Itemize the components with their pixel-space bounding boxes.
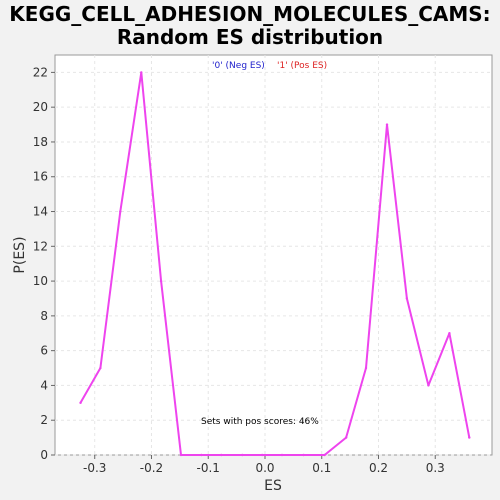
y-tick-label: 4 — [40, 378, 48, 392]
x-tick-label: 0.1 — [312, 461, 331, 475]
chart-title-line1: KEGG_CELL_ADHESION_MOLECULES_CAMS: — [9, 2, 490, 26]
axes: -0.3 -0.2 -0.1 0.0 0.1 0.2 0.3 0 2 4 6 8 10 12 14 16 18 2… — [33, 65, 445, 475]
es-data-point — [364, 366, 368, 370]
es-data-point — [344, 436, 348, 439]
es-series-line — [79, 71, 471, 456]
legend-pos-label: '1' (Pos ES) — [277, 61, 327, 71]
es-data-point — [79, 401, 82, 405]
es-data-point — [323, 453, 326, 457]
es-data-point — [280, 453, 284, 457]
x-tick-label: -0.3 — [83, 461, 106, 475]
x-tick-label: 0.0 — [255, 461, 274, 475]
es-data-point — [385, 123, 389, 126]
legend-neg-label: '0' (Neg ES) — [212, 61, 265, 71]
x-tick-label: -0.2 — [140, 461, 163, 475]
y-tick-label: 22 — [33, 65, 48, 79]
es-data-point — [140, 71, 143, 74]
es-data-point — [405, 297, 409, 300]
es-data-point — [159, 279, 163, 283]
plot-area — [54, 54, 493, 456]
y-tick-label: 16 — [33, 170, 48, 184]
es-data-point — [99, 366, 102, 370]
y-axis-label: P(ES) — [12, 236, 28, 273]
es-data-point — [260, 453, 264, 457]
es-data-point — [302, 453, 305, 457]
es-data-point — [448, 332, 451, 335]
y-tick-label: 18 — [33, 135, 48, 149]
series — [79, 71, 471, 457]
x-tick-label: -0.1 — [197, 461, 220, 475]
es-data-point — [220, 453, 223, 457]
y-tick-label: 8 — [40, 309, 48, 323]
es-data-point — [427, 384, 430, 387]
y-tick-label: 0 — [40, 448, 48, 462]
x-tick-label: 0.2 — [369, 461, 388, 475]
es-data-point — [119, 210, 122, 213]
y-tick-label: 6 — [40, 344, 48, 358]
y-tick-label: 20 — [33, 100, 48, 114]
y-tick-label: 2 — [40, 413, 48, 427]
pos-scores-annotation: Sets with pos scores: 46% — [201, 417, 319, 427]
chart-title-line2: Random ES distribution — [117, 25, 383, 49]
es-data-point — [200, 453, 203, 457]
x-axis-label: ES — [264, 478, 282, 494]
y-tick-label: 14 — [33, 205, 48, 219]
y-tick-label: 12 — [33, 239, 48, 253]
es-data-point — [241, 453, 244, 457]
x-tick-label: 0.3 — [426, 461, 445, 475]
y-tick-label: 10 — [33, 274, 48, 288]
es-data-point — [468, 436, 471, 439]
es-data-point — [179, 453, 183, 457]
